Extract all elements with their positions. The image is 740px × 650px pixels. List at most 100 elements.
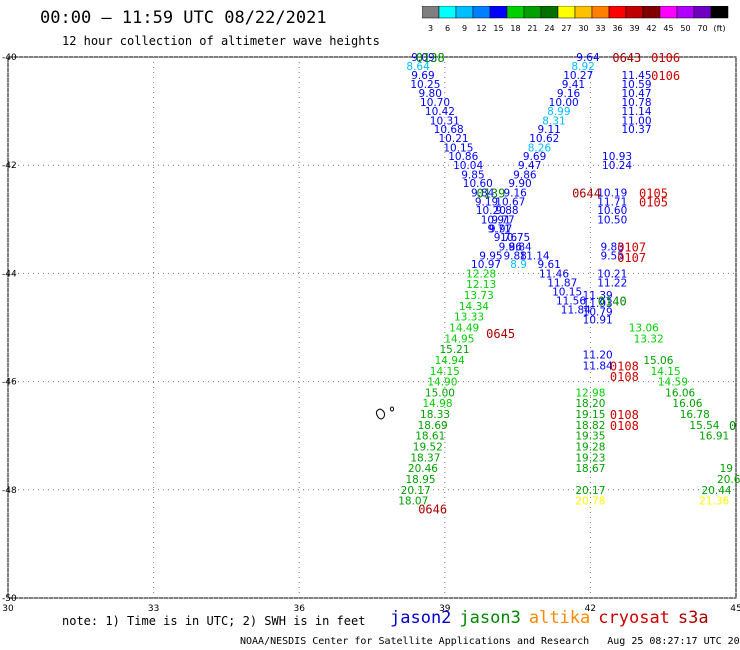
swh-value: 9.97 [489, 223, 512, 235]
colorbar-label: 45 [663, 24, 673, 32]
swh-value: 9.19 [475, 196, 498, 208]
swh-value: 21.36 [699, 496, 729, 508]
swh-value: 10.37 [621, 124, 651, 136]
swh-value: 13.32 [634, 333, 664, 345]
swh-value: 10.68 [434, 124, 464, 136]
swh-value: 10.21 [439, 133, 469, 145]
swh-value: 10.42 [425, 106, 455, 118]
y-tick-label: -50 [2, 594, 17, 604]
y-tick-label: -42 [2, 161, 17, 171]
swh-value: 13.73 [464, 290, 494, 302]
swh-value: 9.83 [601, 241, 624, 253]
swh-value: 18.07 [398, 496, 428, 508]
swh-value: 10.60 [597, 205, 627, 217]
swh-value: 10.67 [495, 196, 525, 208]
swh-value: 9.86 [513, 169, 537, 181]
swh-value: 18.67 [575, 463, 605, 475]
swh-value: 10.60 [463, 178, 493, 190]
swh-value: 10.19 [597, 187, 627, 199]
swh-value: 9.61 [537, 259, 560, 271]
swh-value: 19 [720, 463, 733, 475]
swh-value: 10.15 [443, 142, 473, 154]
swh-value: 14.49 [449, 323, 479, 335]
swh-value: 12.28 [466, 268, 496, 280]
swh-value: 9.09 [411, 52, 434, 64]
y-tick-label: -46 [2, 378, 17, 388]
swh-value: 9.88 [495, 205, 518, 217]
swh-value: 9.11 [537, 124, 560, 136]
swh-value: 20.44 [702, 485, 732, 497]
swh-value: 10.24 [602, 160, 632, 172]
swh-value: 14.15 [430, 366, 460, 378]
colorbar-label: 21 [527, 24, 537, 32]
swh-value: 8.31 [542, 115, 565, 127]
swh-value: 15.00 [425, 387, 455, 399]
pass-label: 0 [729, 419, 736, 433]
pass-label: 0108 [610, 419, 639, 433]
pass-label: 0106 [651, 69, 680, 83]
y-tick-label: -48 [2, 486, 17, 496]
swh-value: 19.52 [413, 442, 443, 454]
x-tick-label: 36 [293, 604, 305, 614]
satellite-jason3-label: jason3 [459, 608, 521, 628]
islet-outline [389, 406, 395, 412]
colorbar-label: 70 [697, 24, 707, 32]
swh-value: 10.91 [583, 314, 613, 326]
swh-value: 8.26 [528, 142, 552, 154]
pass-label: 0108 [610, 359, 639, 373]
swh-value: 9.90 [508, 178, 531, 190]
swh-value: 11.20 [583, 350, 613, 362]
colorbar-label: 6 [445, 24, 450, 32]
swh-value: 9.71 [487, 223, 510, 235]
swh-value: 11.14 [520, 251, 550, 263]
swh-value: 18.37 [410, 452, 440, 464]
swh-value: 15.54 [689, 420, 719, 432]
swh-value: 11.87 [547, 278, 577, 290]
x-tick-label: 39 [439, 604, 451, 614]
swh-value: 19.35 [575, 431, 605, 443]
colorbar-label: 3 [428, 24, 433, 32]
colorbar-label: 12 [476, 24, 486, 32]
swh-value: 14.90 [427, 377, 457, 389]
swh-value: 11.45 [621, 70, 651, 82]
swh-value: 19.28 [575, 442, 605, 454]
swh-value: 18.95 [406, 474, 436, 486]
swh-value: 11.84 [561, 305, 591, 317]
plot-frame [7, 56, 737, 599]
swh-value: 10.25 [410, 79, 440, 91]
swh-value: 9.16 [557, 88, 581, 100]
swh-value: 20.78 [575, 496, 605, 508]
swh-value: 11.14 [621, 106, 651, 118]
swh-colorbar: 3 6 9 12 15 18 21 24 27 30 33 36 39 42 45 50 70 (ft) [422, 6, 729, 32]
colorbar-swatch [710, 6, 729, 19]
swh-value: 9.77 [491, 214, 514, 226]
swh-value: 11.84 [583, 360, 613, 372]
swh-value: 10.27 [563, 70, 593, 82]
swh-value: 14.94 [435, 355, 465, 367]
colorbar-label: 15 [493, 24, 503, 32]
swh-value: 11.00 [621, 115, 651, 127]
swh-value: 9.95 [479, 251, 502, 263]
pass-label: 0139 [476, 186, 505, 200]
swh-value: 14.59 [658, 377, 688, 389]
swh-value: 18.82 [575, 420, 605, 432]
swh-value: 18.61 [415, 431, 445, 443]
swh-value: 10.31 [430, 115, 460, 127]
satellite-jason2-label: jason2 [390, 608, 452, 628]
swh-value: 10.15 [552, 286, 582, 298]
pass-label: 0107 [617, 251, 646, 265]
satellite-legend: jason2 jason3 altika cryosat s3a [390, 608, 717, 628]
swh-value: 20.17 [401, 485, 431, 497]
x-tick-label: 45 [730, 604, 740, 614]
credit-line: NOAA/NESDIS Center for Satellite Applica… [240, 636, 740, 647]
swh-value: 9.64 [576, 52, 600, 64]
x-tick-label: 30 [2, 604, 14, 614]
swh-value: 9.84 [508, 241, 532, 253]
swh-value: 10.86 [448, 151, 478, 163]
swh-value: 10.47 [621, 88, 651, 100]
pass-label: 0138 [416, 51, 445, 65]
colorbar-label: 18 [510, 24, 520, 32]
pass-label: 0645 [486, 327, 515, 341]
swh-value: 10.79 [583, 306, 613, 318]
